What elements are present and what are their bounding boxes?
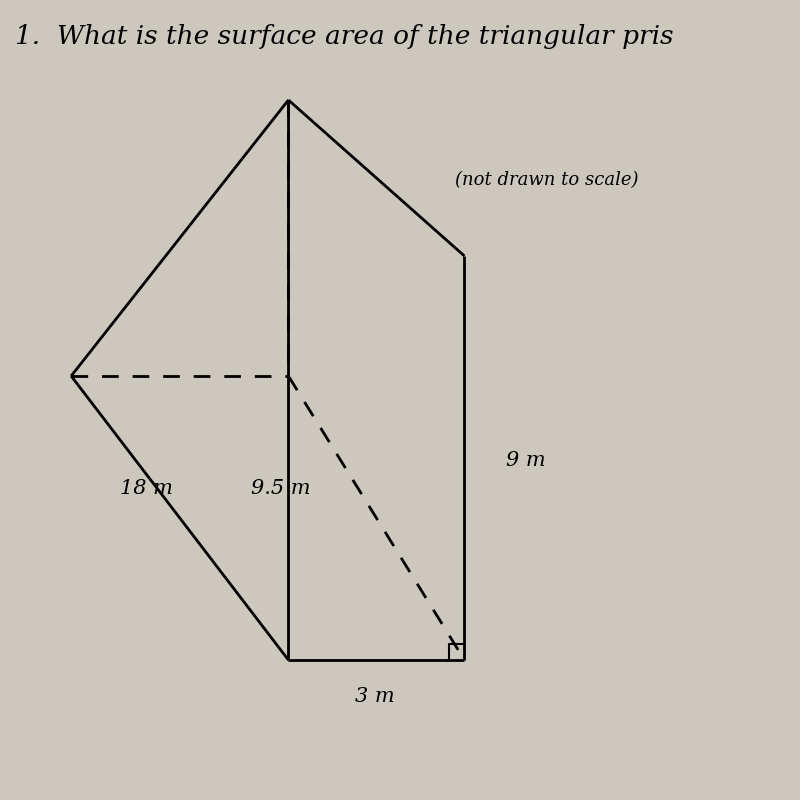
Text: 1.  What is the surface area of the triangular pris: 1. What is the surface area of the trian… <box>15 24 674 49</box>
Text: (not drawn to scale): (not drawn to scale) <box>455 171 638 189</box>
Text: 18 m: 18 m <box>120 478 173 498</box>
Text: 9.5 m: 9.5 m <box>251 478 311 498</box>
Text: 9 m: 9 m <box>506 450 546 470</box>
Text: 3 m: 3 m <box>354 686 394 706</box>
